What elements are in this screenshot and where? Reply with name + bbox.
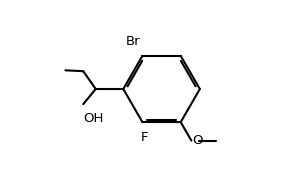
Text: Br: Br [125, 35, 140, 48]
Text: F: F [140, 131, 148, 144]
Text: O: O [192, 134, 203, 147]
Text: OH: OH [84, 112, 104, 125]
